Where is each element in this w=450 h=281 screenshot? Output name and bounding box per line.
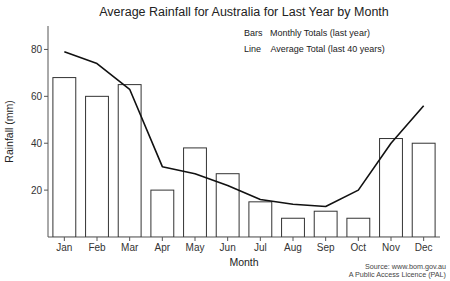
x-tick bbox=[391, 237, 392, 241]
x-tick-label: Feb bbox=[88, 242, 106, 253]
bar bbox=[282, 218, 305, 237]
x-tick bbox=[423, 237, 424, 241]
chart: Average Rainfall for Australia for Last … bbox=[0, 0, 450, 281]
chart-container: Average Rainfall for Australia for Last … bbox=[0, 0, 450, 281]
x-tick-label: Apr bbox=[155, 242, 171, 253]
x-tick-label: Oct bbox=[351, 242, 367, 253]
x-tick bbox=[293, 237, 294, 241]
bar bbox=[314, 211, 337, 237]
legend-entry: Bars Monthly Totals (last year) bbox=[244, 28, 370, 38]
y-tick bbox=[44, 190, 48, 191]
x-tick-label: Aug bbox=[284, 242, 302, 253]
x-tick-label: Nov bbox=[382, 242, 400, 253]
x-tick bbox=[358, 237, 359, 241]
bar bbox=[380, 139, 403, 237]
bar bbox=[412, 143, 435, 237]
x-tick bbox=[195, 237, 196, 241]
x-tick bbox=[129, 237, 130, 241]
y-tick bbox=[44, 49, 48, 50]
x-tick bbox=[260, 237, 261, 241]
x-tick-label: Jun bbox=[220, 242, 236, 253]
line bbox=[64, 52, 423, 207]
y-axis bbox=[48, 26, 49, 237]
x-tick bbox=[64, 237, 65, 241]
x-tick-label: Dec bbox=[415, 242, 433, 253]
y-tick-label: 80 bbox=[31, 44, 43, 55]
x-tick-label: Mar bbox=[121, 242, 139, 253]
annotation: A Public Access Licence (PAL) bbox=[349, 270, 446, 279]
plot-area bbox=[53, 52, 435, 237]
x-tick bbox=[97, 237, 98, 241]
y-tick-label: 40 bbox=[31, 138, 43, 149]
bar bbox=[53, 78, 76, 237]
x-tick bbox=[325, 237, 326, 241]
x-tick-label: May bbox=[186, 242, 205, 253]
x-tick bbox=[162, 237, 163, 241]
bar bbox=[249, 202, 272, 237]
bar bbox=[184, 148, 207, 237]
legend-entry: Line Average Total (last 40 years) bbox=[244, 44, 385, 54]
x-tick-label: Jul bbox=[254, 242, 267, 253]
y-tick bbox=[44, 143, 48, 144]
y-axis-label: Rainfall (mm) bbox=[3, 100, 15, 162]
bar bbox=[151, 190, 174, 237]
y-tick bbox=[44, 96, 48, 97]
title: Average Rainfall for Australia for Last … bbox=[99, 5, 389, 19]
bar bbox=[86, 96, 109, 237]
x-tick bbox=[227, 237, 228, 241]
y-tick-label: 60 bbox=[31, 91, 43, 102]
x-tick-label: Jan bbox=[56, 242, 72, 253]
x-axis-label: Month bbox=[229, 256, 258, 268]
y-tick-label: 20 bbox=[31, 185, 43, 196]
x-tick-label: Sep bbox=[317, 242, 335, 253]
bar bbox=[347, 218, 370, 237]
